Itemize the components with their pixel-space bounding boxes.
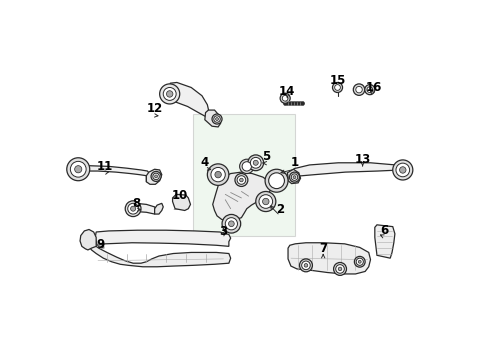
Circle shape	[358, 260, 361, 263]
Circle shape	[214, 116, 220, 122]
Circle shape	[304, 264, 308, 267]
Circle shape	[250, 157, 261, 168]
Text: 11: 11	[97, 160, 113, 173]
Text: 5: 5	[262, 150, 270, 163]
Polygon shape	[95, 230, 231, 246]
Text: 4: 4	[201, 156, 209, 169]
Circle shape	[259, 195, 272, 208]
Circle shape	[240, 178, 243, 182]
Circle shape	[216, 118, 219, 121]
Text: 8: 8	[133, 197, 141, 210]
Circle shape	[71, 161, 86, 177]
Polygon shape	[133, 203, 156, 214]
Polygon shape	[288, 243, 370, 274]
Circle shape	[293, 176, 296, 179]
Circle shape	[280, 93, 290, 103]
Circle shape	[207, 164, 229, 185]
Polygon shape	[78, 166, 151, 182]
Circle shape	[291, 174, 298, 180]
Polygon shape	[213, 172, 271, 221]
Circle shape	[155, 175, 157, 178]
Circle shape	[335, 85, 341, 90]
Text: 1: 1	[291, 156, 298, 169]
Text: 6: 6	[380, 224, 388, 237]
Circle shape	[225, 218, 238, 230]
Text: 15: 15	[329, 74, 346, 87]
Text: 14: 14	[279, 85, 295, 98]
Polygon shape	[287, 169, 300, 184]
Circle shape	[67, 158, 90, 181]
Circle shape	[248, 155, 264, 171]
Circle shape	[125, 201, 141, 217]
Polygon shape	[155, 203, 163, 214]
Circle shape	[228, 221, 234, 226]
Circle shape	[269, 173, 285, 189]
Circle shape	[151, 171, 161, 181]
Text: 13: 13	[354, 153, 371, 166]
Circle shape	[74, 166, 82, 173]
Polygon shape	[147, 169, 162, 184]
Circle shape	[399, 167, 406, 173]
Circle shape	[237, 176, 245, 184]
Circle shape	[235, 174, 248, 186]
Circle shape	[396, 163, 410, 177]
Circle shape	[242, 162, 251, 171]
Circle shape	[256, 192, 276, 212]
Text: 2: 2	[276, 203, 284, 216]
Circle shape	[222, 215, 241, 233]
Circle shape	[393, 160, 413, 180]
Circle shape	[333, 82, 343, 93]
Polygon shape	[172, 194, 191, 211]
Circle shape	[353, 84, 365, 95]
Circle shape	[167, 91, 173, 97]
Text: 3: 3	[219, 225, 227, 238]
Polygon shape	[88, 237, 231, 267]
Circle shape	[336, 265, 344, 273]
Polygon shape	[375, 225, 395, 258]
Text: 7: 7	[319, 242, 327, 255]
Circle shape	[356, 258, 364, 265]
FancyBboxPatch shape	[193, 114, 295, 235]
Circle shape	[160, 84, 180, 104]
Text: 9: 9	[97, 238, 105, 251]
Circle shape	[131, 206, 136, 211]
Circle shape	[253, 160, 258, 165]
Text: 16: 16	[365, 81, 382, 94]
Circle shape	[354, 256, 365, 267]
Circle shape	[365, 85, 375, 95]
Circle shape	[212, 114, 222, 124]
Circle shape	[153, 173, 159, 180]
Circle shape	[240, 159, 254, 174]
Polygon shape	[288, 163, 403, 181]
Circle shape	[282, 95, 288, 101]
Circle shape	[338, 267, 342, 271]
Text: 10: 10	[172, 189, 188, 202]
Circle shape	[299, 259, 313, 272]
Circle shape	[163, 87, 176, 100]
Circle shape	[215, 171, 221, 178]
Circle shape	[334, 262, 346, 275]
Circle shape	[356, 86, 362, 93]
Circle shape	[263, 198, 269, 205]
Circle shape	[302, 261, 310, 270]
Circle shape	[290, 172, 299, 182]
Circle shape	[265, 169, 288, 192]
Polygon shape	[80, 229, 96, 250]
Circle shape	[367, 87, 373, 93]
Circle shape	[128, 203, 139, 214]
Circle shape	[211, 167, 225, 182]
Text: 12: 12	[147, 103, 163, 116]
Polygon shape	[205, 110, 220, 127]
Polygon shape	[162, 82, 209, 117]
